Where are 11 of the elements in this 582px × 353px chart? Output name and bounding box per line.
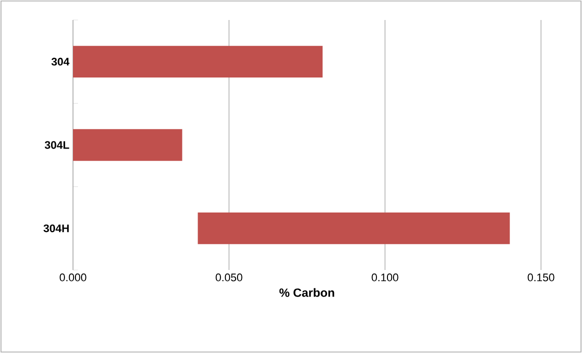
y-tick-label: 304 [51, 58, 70, 66]
bar [73, 129, 182, 161]
bar [198, 212, 510, 244]
bar [73, 46, 323, 78]
x-tick-label: 0.050 [216, 274, 242, 282]
x-axis-title: % Carbon [279, 288, 334, 297]
x-tick-label: 0.100 [372, 274, 398, 282]
y-tick-label: 304H [44, 224, 69, 232]
x-tick-label: 0.000 [60, 274, 86, 282]
x-tick-label: 0.150 [528, 274, 554, 282]
y-tick-label: 304L [44, 141, 70, 149]
